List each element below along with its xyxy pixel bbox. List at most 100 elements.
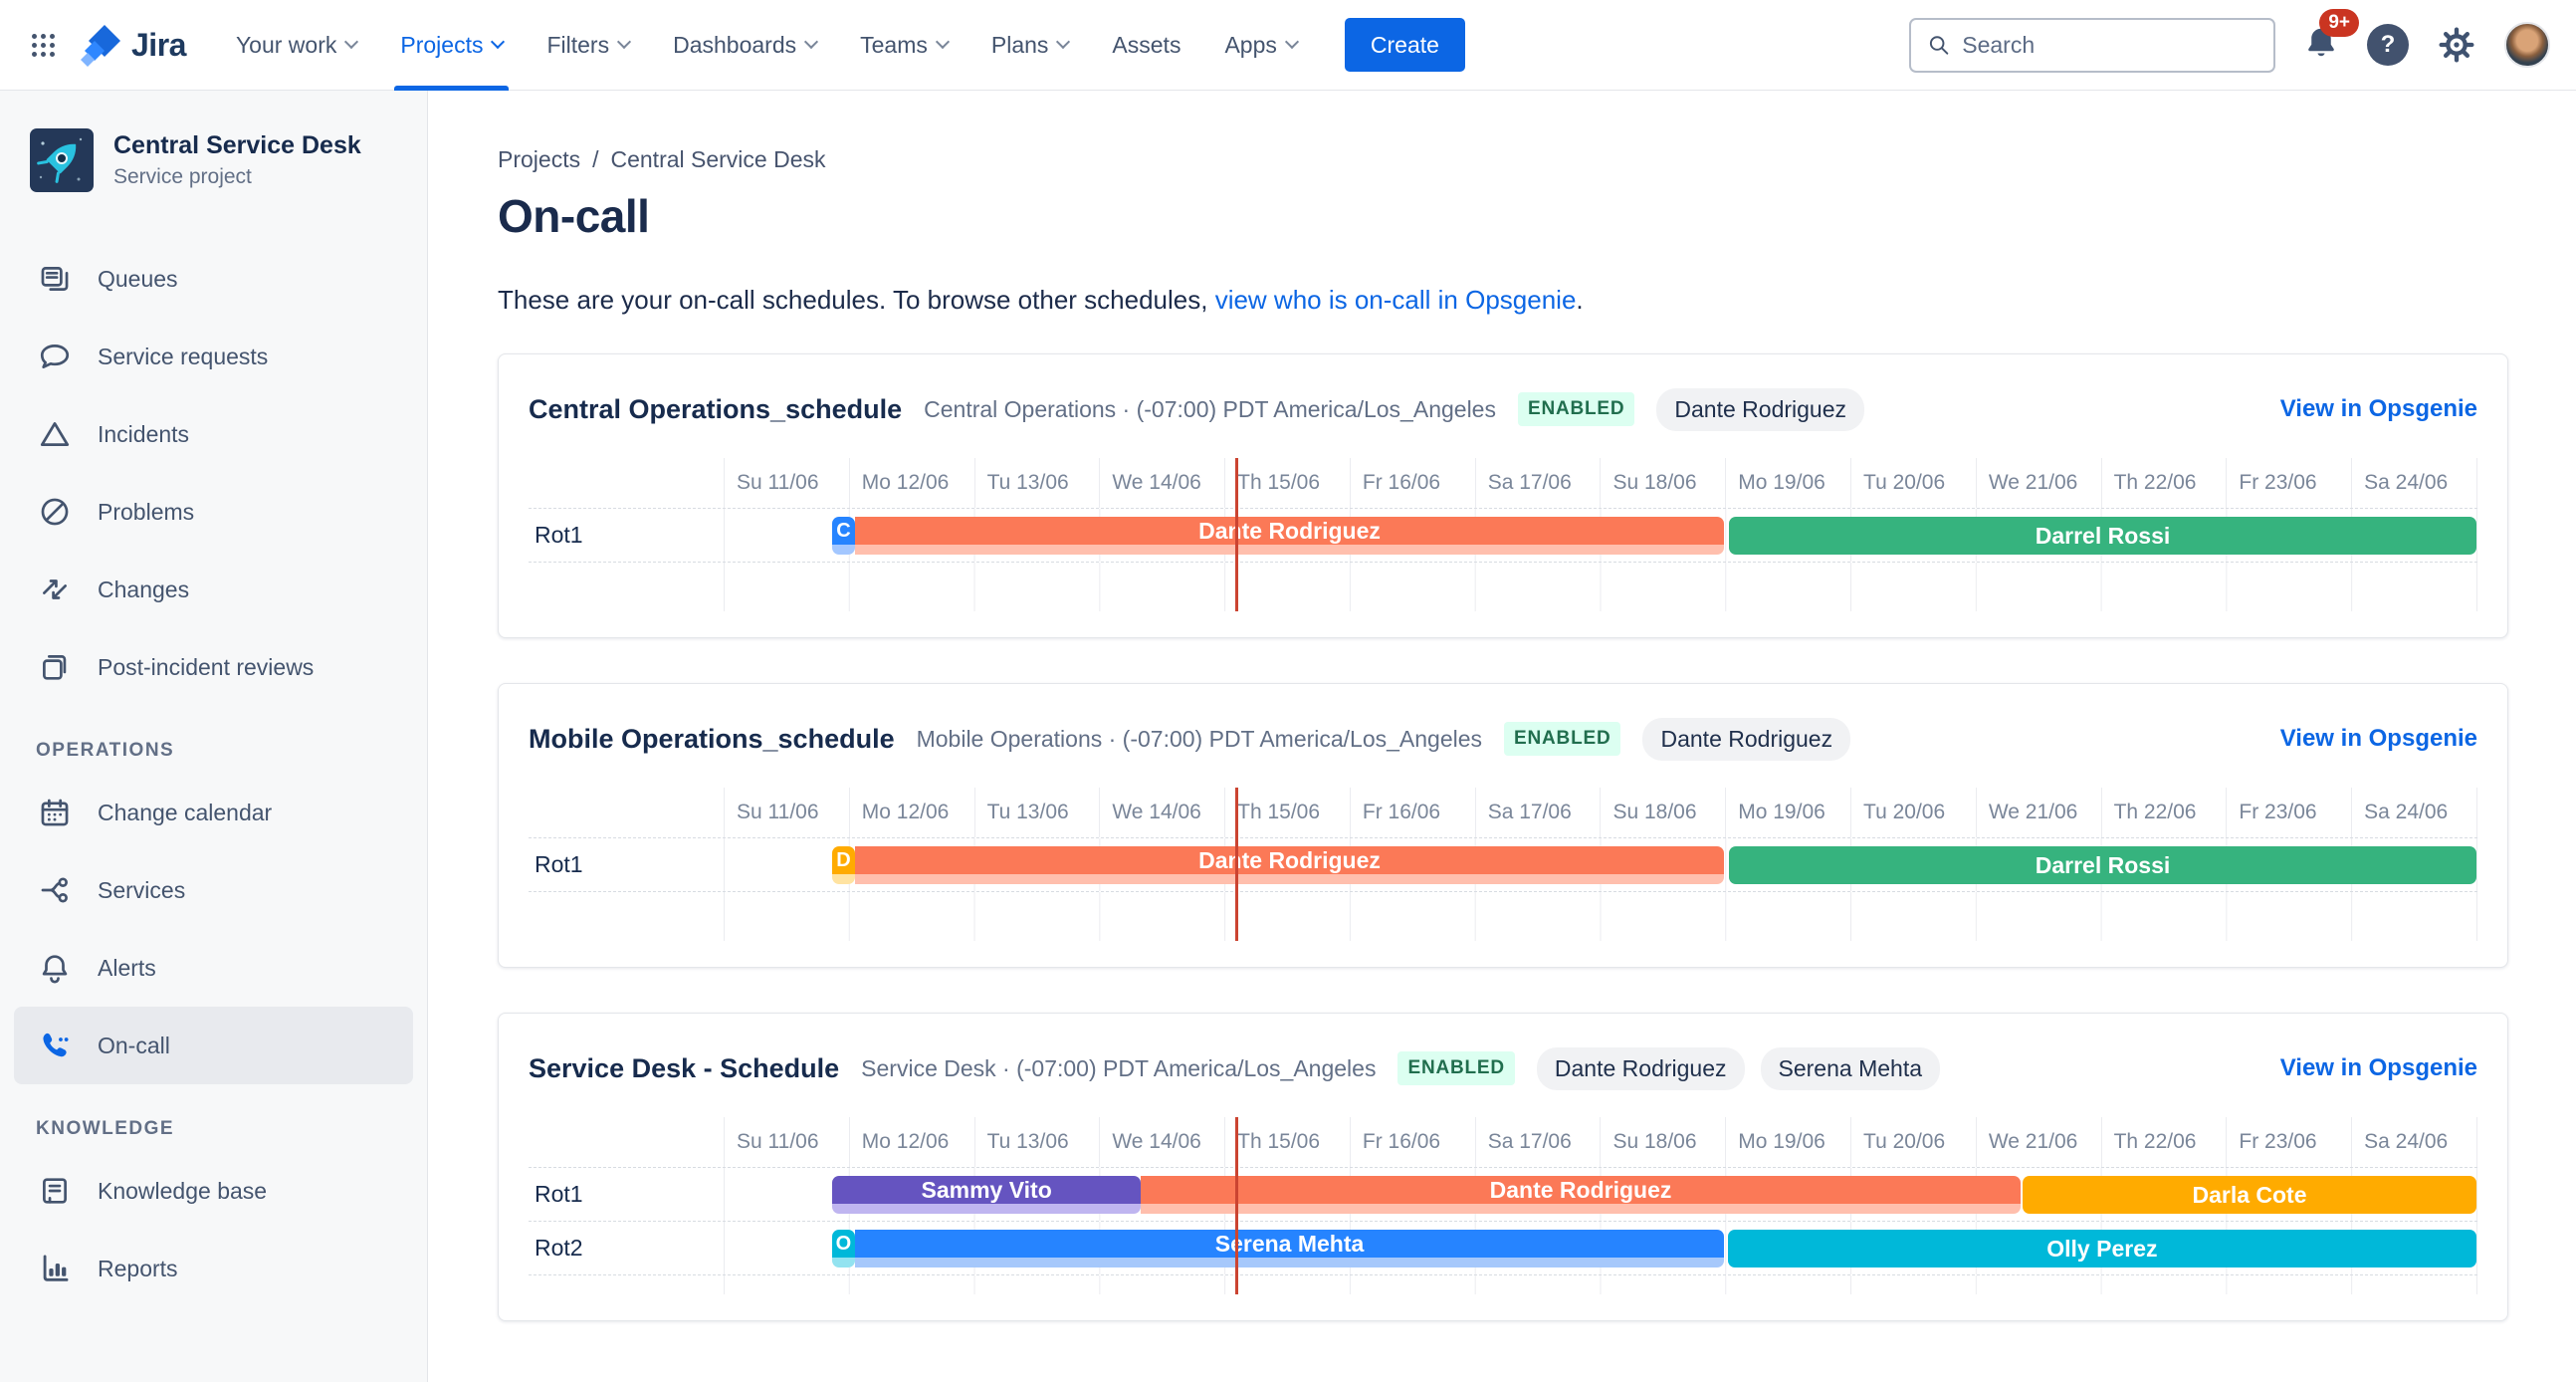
nav-item-dashboards[interactable]: Dashboards bbox=[667, 0, 822, 91]
schedule-card-header: Central Operations_schedule Central Oper… bbox=[529, 382, 2477, 436]
page-title: On-call bbox=[498, 190, 650, 242]
on-call-bar[interactable]: Dante Rodriguez bbox=[855, 517, 1724, 555]
nav-item-label: Dashboards bbox=[673, 31, 797, 58]
view-in-opsgenie-link[interactable]: View in Opsgenie bbox=[2279, 725, 2477, 752]
sidebar-item-label: Queues bbox=[98, 265, 178, 292]
view-in-opsgenie-link[interactable]: View in Opsgenie bbox=[2279, 1054, 2477, 1081]
nav-item-filters[interactable]: Filters bbox=[540, 0, 635, 91]
sidebar-item-knowledge-base[interactable]: Knowledge base bbox=[14, 1152, 413, 1230]
bar-label: Serena Mehta bbox=[855, 1230, 1724, 1258]
view-in-opsgenie-link[interactable]: View in Opsgenie bbox=[2279, 395, 2477, 422]
rotation-chip[interactable]: O bbox=[831, 1230, 856, 1267]
rotation-label-spacer bbox=[529, 563, 724, 611]
sidebar-item-label: Problems bbox=[98, 498, 195, 525]
sidebar-item-changes[interactable]: Changes bbox=[14, 551, 413, 628]
alerts-icon bbox=[36, 951, 74, 985]
nav-item-your-work[interactable]: Your work bbox=[230, 0, 362, 91]
rotation-label-spacer bbox=[529, 1275, 724, 1294]
rotation-chip[interactable]: C bbox=[831, 517, 856, 555]
rotation-label: Rot2 bbox=[535, 1235, 583, 1261]
day-header-cell: Mo 19/06 bbox=[1725, 458, 1850, 508]
rotation-row-rot1: Rot1 D Dante Rodriguez Darrel Rossi bbox=[529, 837, 2477, 891]
settings-button[interactable] bbox=[2437, 25, 2476, 65]
sidebar-item-change-calendar[interactable]: Change calendar bbox=[14, 774, 413, 851]
day-header-cell: Su 11/06 bbox=[724, 788, 849, 837]
nav-item-label: Your work bbox=[235, 31, 337, 58]
post-incident-reviews-icon bbox=[36, 650, 74, 684]
sidebar-item-reports[interactable]: Reports bbox=[14, 1230, 413, 1307]
user-avatar[interactable] bbox=[2504, 22, 2550, 68]
schedule-name: Service Desk - Schedule bbox=[529, 1052, 840, 1083]
schedule-card: Central Operations_schedule Central Oper… bbox=[498, 353, 2508, 638]
chevron-down-icon bbox=[935, 34, 950, 50]
breadcrumb-projects[interactable]: Projects bbox=[498, 146, 581, 172]
empty-timeline-row bbox=[529, 891, 2477, 941]
on-call-bar[interactable]: Darrel Rossi bbox=[1729, 846, 2476, 884]
day-header-cell: We 21/06 bbox=[1975, 458, 2101, 508]
on-call-bar[interactable]: Sammy Vito bbox=[831, 1176, 1142, 1214]
nav-menu: Your work Projects Filters Dashboards Teams P… bbox=[230, 0, 1335, 91]
sidebar-item-services[interactable]: Services bbox=[14, 851, 413, 929]
day-header-cell: Su 11/06 bbox=[724, 458, 849, 508]
on-call-bar[interactable]: Darrel Rossi bbox=[1729, 517, 2476, 555]
day-header-cell: Th 15/06 bbox=[1224, 788, 1350, 837]
day-header-cell: Th 22/06 bbox=[2100, 458, 2227, 508]
sidebar-section-knowledge: KNOWLEDGE bbox=[36, 1118, 175, 1139]
jira-logo-icon bbox=[81, 25, 120, 67]
search-input[interactable] bbox=[1962, 31, 2257, 59]
day-header-cell: Tu 13/06 bbox=[973, 788, 1100, 837]
top-navigation: Jira Your work Projects Filters Dashboards T… bbox=[0, 0, 2576, 91]
rotation-canvas: O Serena Mehta Olly Perez bbox=[724, 1222, 2477, 1274]
empty-row-canvas bbox=[724, 563, 2477, 611]
sidebar-menu: Queues Service requests Incidents Problems C… bbox=[0, 240, 427, 1307]
on-call-bar[interactable]: Dante Rodriguez bbox=[855, 846, 1724, 884]
sidebar-item-incidents[interactable]: Incidents bbox=[14, 395, 413, 473]
project-header[interactable]: Central Service Desk Service project bbox=[0, 128, 427, 192]
notifications-button[interactable]: 9+ bbox=[2303, 8, 2359, 66]
oncall-timeline: Su 11/06 Mo 12/06 Tu 13/06 We 14/06 Th 15/06… bbox=[529, 1117, 2477, 1294]
nav-item-plans[interactable]: Plans bbox=[985, 0, 1075, 91]
nav-item-teams[interactable]: Teams bbox=[854, 0, 954, 91]
nav-item-assets[interactable]: Assets bbox=[1106, 0, 1186, 91]
nav-item-label: Filters bbox=[546, 31, 610, 58]
day-header-cell: We 21/06 bbox=[1975, 1117, 2101, 1167]
problems-icon bbox=[36, 495, 74, 529]
day-header-cell: Th 15/06 bbox=[1224, 458, 1350, 508]
sidebar-item-label: Alerts bbox=[98, 954, 156, 981]
jira-logo[interactable]: Jira bbox=[79, 23, 186, 67]
on-call-bar[interactable]: Serena Mehta bbox=[855, 1230, 1724, 1267]
description-period: . bbox=[1576, 285, 1584, 315]
sidebar-item-post-incident-reviews[interactable]: Post-incident reviews bbox=[14, 628, 413, 706]
rotation-chip[interactable]: D bbox=[831, 846, 856, 884]
nav-item-apps[interactable]: Apps bbox=[1218, 0, 1302, 91]
sidebar-item-alerts[interactable]: Alerts bbox=[14, 929, 413, 1007]
sidebar-item-service-requests[interactable]: Service requests bbox=[14, 318, 413, 395]
on-call-bar[interactable]: Olly Perez bbox=[1727, 1230, 2476, 1267]
breadcrumb-current-project[interactable]: Central Service Desk bbox=[610, 146, 826, 172]
knowledge-base-icon bbox=[36, 1174, 74, 1208]
bar-label: Olly Perez bbox=[1727, 1230, 2476, 1267]
bar-label: Dante Rodriguez bbox=[855, 846, 1724, 874]
search-box[interactable] bbox=[1909, 17, 2275, 73]
sidebar-item-problems[interactable]: Problems bbox=[14, 473, 413, 551]
app-switcher-icon[interactable] bbox=[30, 32, 57, 59]
schedule-meta: Central Operations · (-07:00) PDT Americ… bbox=[924, 395, 1496, 422]
sidebar-item-on-call[interactable]: On-call bbox=[14, 1007, 413, 1084]
jira-logo-text: Jira bbox=[131, 26, 186, 63]
nav-item-label: Projects bbox=[400, 31, 484, 58]
sidebar-item-queues[interactable]: Queues bbox=[14, 240, 413, 318]
queues-icon bbox=[36, 262, 74, 296]
create-button[interactable]: Create bbox=[1344, 18, 1465, 72]
chevron-down-icon bbox=[344, 34, 359, 50]
help-button[interactable]: ? bbox=[2367, 24, 2409, 66]
opsgenie-whois-link[interactable]: view who is on-call in Opsgenie bbox=[1214, 285, 1577, 315]
empty-row-canvas bbox=[724, 892, 2477, 941]
on-call-bar[interactable]: Dante Rodriguez bbox=[1141, 1176, 2021, 1214]
nav-item-label: Assets bbox=[1112, 31, 1181, 58]
rotation-label-spacer bbox=[529, 892, 724, 941]
sidebar-item-label: Services bbox=[98, 876, 186, 903]
nav-item-projects[interactable]: Projects bbox=[394, 0, 510, 91]
on-call-bar[interactable]: Darla Cote bbox=[2023, 1176, 2476, 1214]
bar-label: Darrel Rossi bbox=[1729, 517, 2476, 555]
gear-icon bbox=[2439, 27, 2474, 63]
